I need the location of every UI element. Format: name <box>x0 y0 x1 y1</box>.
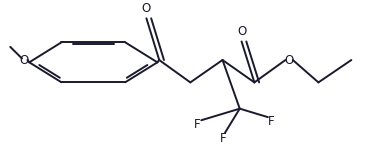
Text: O: O <box>19 53 29 66</box>
Text: F: F <box>220 132 227 145</box>
Text: O: O <box>237 25 246 38</box>
Text: F: F <box>194 118 201 131</box>
Text: O: O <box>284 53 294 66</box>
Text: O: O <box>142 2 151 15</box>
Text: F: F <box>268 115 274 128</box>
